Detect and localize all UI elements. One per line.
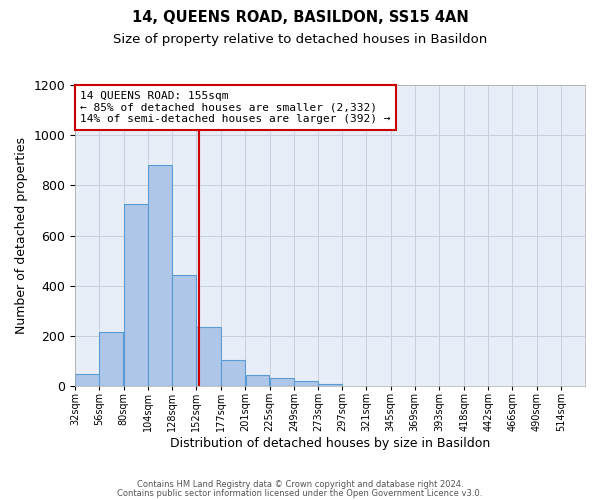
Bar [221,360,245,386]
Bar [172,274,196,386]
Text: Contains HM Land Registry data © Crown copyright and database right 2024.: Contains HM Land Registry data © Crown c… [137,480,463,489]
X-axis label: Distribution of detached houses by size in Basildon: Distribution of detached houses by size … [170,437,490,450]
Text: 14 QUEENS ROAD: 155sqm
← 85% of detached houses are smaller (2,332)
14% of semi-: 14 QUEENS ROAD: 155sqm ← 85% of detached… [80,91,391,124]
Bar [100,332,124,386]
Text: 14, QUEENS ROAD, BASILDON, SS15 4AN: 14, QUEENS ROAD, BASILDON, SS15 4AN [131,10,469,25]
Y-axis label: Number of detached properties: Number of detached properties [15,137,28,334]
Text: Size of property relative to detached houses in Basildon: Size of property relative to detached ho… [113,32,487,46]
Text: Contains public sector information licensed under the Open Government Licence v3: Contains public sector information licen… [118,488,482,498]
Bar [76,374,99,386]
Bar [294,382,318,386]
Bar [196,328,221,386]
Bar [245,375,269,386]
Bar [270,378,293,386]
Bar [148,166,172,386]
Bar [124,204,148,386]
Bar [318,384,342,386]
